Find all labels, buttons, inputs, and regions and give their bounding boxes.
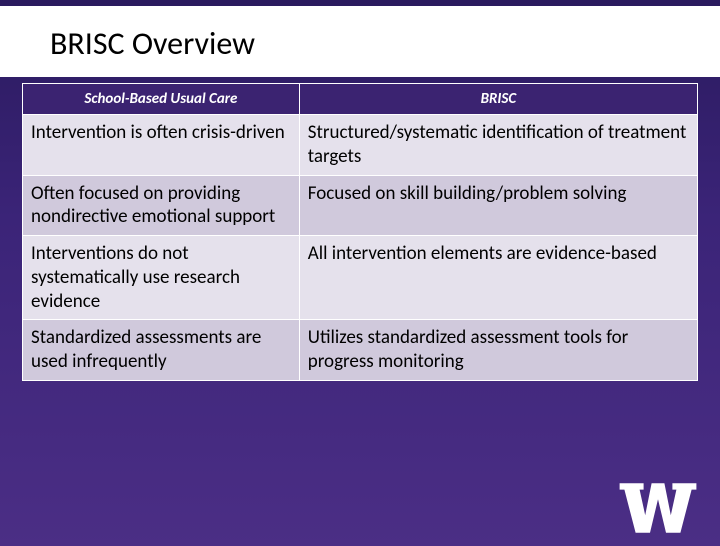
table-cell: Utilizes standardized assessment tools f… (299, 320, 697, 381)
table-cell: Focused on skill building/problem solvin… (299, 175, 697, 236)
uw-logo-icon (618, 480, 698, 536)
page-title: BRISC Overview (0, 6, 720, 77)
comparison-table: School-Based Usual Care BRISC Interventi… (22, 83, 698, 381)
comparison-table-container: School-Based Usual Care BRISC Interventi… (0, 83, 720, 381)
table-cell: Standardized assessments are used infreq… (23, 320, 300, 381)
table-cell: Structured/systematic identification of … (299, 115, 697, 176)
table-header-left: School-Based Usual Care (23, 84, 300, 115)
table-row: Standardized assessments are used infreq… (23, 320, 698, 381)
table-row: Often focused on providing nondirective … (23, 175, 698, 236)
table-row: Intervention is often crisis-driven Stru… (23, 115, 698, 176)
table-cell: Interventions do not systematically use … (23, 236, 300, 320)
table-cell: All intervention elements are evidence-b… (299, 236, 697, 320)
table-header-right: BRISC (299, 84, 697, 115)
table-cell: Intervention is often crisis-driven (23, 115, 300, 176)
table-cell: Often focused on providing nondirective … (23, 175, 300, 236)
table-row: Interventions do not systematically use … (23, 236, 698, 320)
